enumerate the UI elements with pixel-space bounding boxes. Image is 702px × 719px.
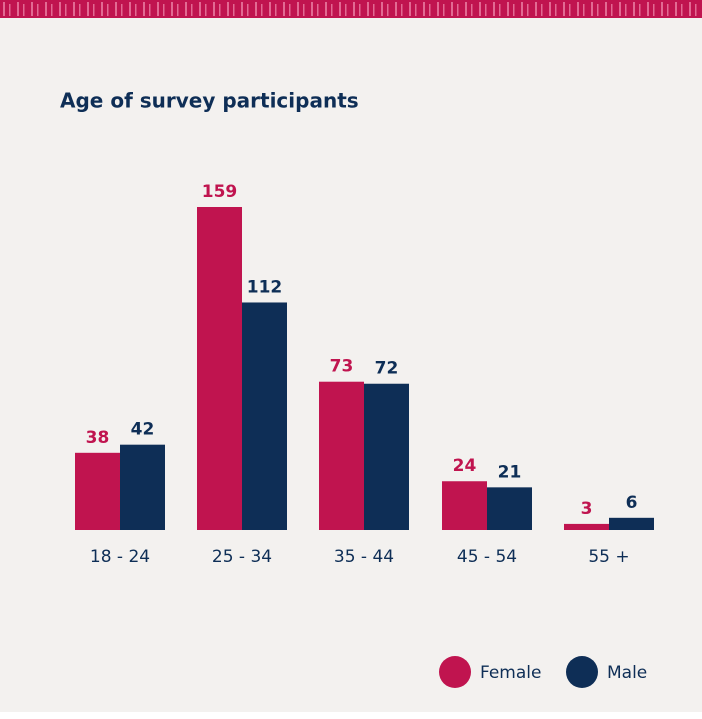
- data-label: 112: [247, 277, 283, 297]
- bar: [442, 481, 487, 530]
- x-tick-label: 35 - 44: [334, 547, 394, 567]
- bar: [564, 523, 609, 530]
- bar: [197, 207, 242, 530]
- chart-title: Age of survey participants: [60, 89, 359, 113]
- bar: [487, 487, 532, 530]
- x-tick-label: 55 +: [588, 547, 629, 567]
- bottom-margin: [0, 712, 702, 719]
- legend-label: Female: [480, 663, 541, 683]
- bar: [242, 302, 287, 530]
- data-label: 21: [498, 462, 522, 482]
- x-tick-label: 25 - 34: [212, 547, 272, 567]
- bar: [609, 517, 654, 530]
- data-label: 6: [626, 493, 638, 513]
- legend-label: Male: [607, 663, 647, 683]
- data-label: 73: [330, 357, 354, 377]
- decorative-strip: [0, 0, 702, 18]
- bar: [319, 381, 364, 530]
- bar: [364, 383, 409, 530]
- x-tick-label: 45 - 54: [457, 547, 517, 567]
- legend-swatch: [439, 656, 471, 688]
- data-label: 38: [86, 428, 110, 448]
- x-tick-label: 18 - 24: [90, 547, 150, 567]
- bar: [75, 452, 120, 530]
- data-label: 24: [453, 456, 477, 476]
- bar: [120, 444, 165, 530]
- legend-swatch: [566, 656, 598, 688]
- data-label: 3: [581, 499, 593, 519]
- data-label: 42: [131, 420, 155, 440]
- data-label: 72: [375, 359, 399, 379]
- data-label: 159: [202, 182, 238, 202]
